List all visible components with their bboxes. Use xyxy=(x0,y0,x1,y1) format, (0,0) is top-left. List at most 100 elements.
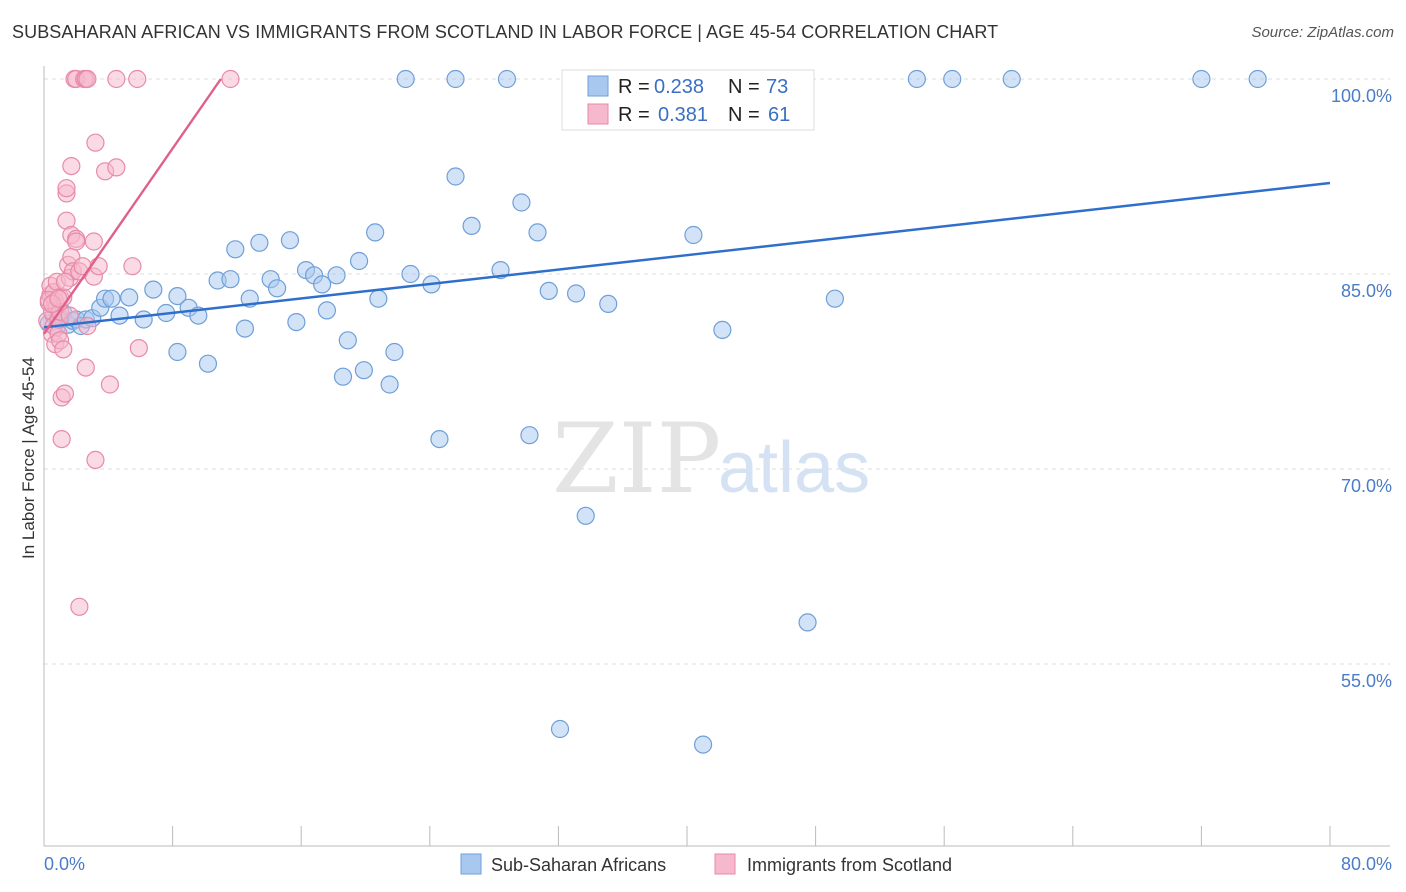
point-sub-saharan-52 xyxy=(491,261,510,280)
y-tick-label-2: 70.0% xyxy=(1341,476,1392,496)
point-sub-saharan-37 xyxy=(317,301,337,320)
point-sub-saharan-42 xyxy=(354,361,373,380)
point-sub-saharan-59 xyxy=(576,506,595,525)
y-tick-labels: 100.0% 85.0% 70.0% 55.0% xyxy=(1331,86,1392,691)
point-scotland-45 xyxy=(123,257,142,276)
watermark-zip: ZIP xyxy=(552,403,721,515)
legend-label-sub-saharan: Sub-Saharan Africans xyxy=(491,855,666,875)
point-sub-saharan-66 xyxy=(396,69,415,89)
stats-r-value-pink: 0.381 xyxy=(658,104,708,126)
point-scotland-43 xyxy=(100,375,120,394)
point-sub-saharan-67 xyxy=(446,69,465,89)
point-sub-saharan-41 xyxy=(349,251,369,271)
point-sub-saharan-16 xyxy=(134,310,153,329)
y-axis-label: In Labor Force | Age 45-54 xyxy=(19,357,38,559)
stats-n-label-pink: N = xyxy=(728,104,760,126)
point-sub-saharan-32 xyxy=(280,231,300,250)
point-sub-saharan-56 xyxy=(539,281,558,300)
point-scotland-18 xyxy=(52,430,71,449)
point-sub-saharan-22 xyxy=(168,342,187,362)
series-legend: Sub-Saharan Africans Immigrants from Sco… xyxy=(460,853,952,875)
y-tick-label-0: 100.0% xyxy=(1331,86,1392,106)
point-scotland-24 xyxy=(57,179,76,198)
trend-line-scotland xyxy=(43,78,222,335)
stats-r-label-pink: R = xyxy=(618,104,650,126)
point-scotland-44 xyxy=(107,158,126,177)
point-sub-saharan-57 xyxy=(550,719,570,739)
point-scotland-37 xyxy=(78,316,97,336)
point-sub-saharan-46 xyxy=(385,342,404,362)
legend-label-scotland: Immigrants from Scotland xyxy=(747,855,952,875)
stats-n-value-pink: 61 xyxy=(768,104,790,126)
source-label: Source: ZipAtlas.com xyxy=(1251,24,1394,41)
watermark-atlas: atlas xyxy=(718,428,870,508)
y-tick-label-1: 85.0% xyxy=(1341,281,1392,301)
point-sub-saharan-40 xyxy=(338,331,357,350)
point-sub-saharan-49 xyxy=(430,430,449,449)
point-sub-saharan-60 xyxy=(599,294,618,313)
point-sub-saharan-61 xyxy=(684,225,703,245)
point-scotland-32 xyxy=(67,232,86,251)
x-tick-label-max: 80.0% xyxy=(1341,854,1392,874)
point-sub-saharan-65 xyxy=(825,289,844,308)
point-sub-saharan-23 xyxy=(198,354,218,373)
point-scotland-59 xyxy=(55,272,74,291)
x-tick-labels: 0.0% 80.0% xyxy=(44,854,1392,874)
stats-r-label-blue: R = xyxy=(618,76,650,98)
point-sub-saharan-29 xyxy=(250,233,269,252)
point-sub-saharan-71 xyxy=(1002,69,1021,89)
point-scotland-38 xyxy=(84,232,103,251)
point-sub-saharan-55 xyxy=(528,223,547,242)
point-sub-saharan-33 xyxy=(287,313,306,332)
stats-n-label-blue: N = xyxy=(728,76,760,98)
watermark: ZIP atlas xyxy=(552,403,870,515)
point-scotland-36 xyxy=(76,358,95,377)
point-scotland-29 xyxy=(62,157,81,176)
point-sub-saharan-44 xyxy=(369,289,388,308)
point-scotland-34 xyxy=(70,597,89,616)
stats-legend-swatch-blue xyxy=(587,75,609,97)
point-sub-saharan-27 xyxy=(235,319,255,338)
point-sub-saharan-51 xyxy=(462,216,481,235)
point-sub-saharan-31 xyxy=(267,279,287,298)
point-sub-saharan-64 xyxy=(798,613,817,632)
point-scotland-55 xyxy=(221,69,240,89)
point-scotland-41 xyxy=(89,257,108,276)
point-sub-saharan-68 xyxy=(497,69,517,89)
stats-n-value-blue: 73 xyxy=(766,76,788,98)
gridlines xyxy=(44,78,1390,665)
point-sub-saharan-43 xyxy=(366,223,385,242)
point-sub-saharan-45 xyxy=(380,375,399,394)
point-sub-saharan-53 xyxy=(512,193,531,212)
point-scotland-52 xyxy=(78,69,97,89)
trend-line-sub-saharan xyxy=(43,181,1331,329)
point-scotland-47 xyxy=(86,133,105,152)
stats-legend-swatch-pink xyxy=(587,103,609,125)
point-sub-saharan-13 xyxy=(102,289,121,308)
y-tick-label-3: 55.0% xyxy=(1341,671,1392,691)
stats-r-value-blue: 0.238 xyxy=(654,76,704,98)
point-scotland-60 xyxy=(60,306,79,325)
point-sub-saharan-15 xyxy=(120,288,139,307)
point-sub-saharan-50 xyxy=(446,167,465,186)
legend-swatch-scotland xyxy=(714,853,736,875)
point-sub-saharan-47 xyxy=(401,264,420,284)
point-sub-saharan-26 xyxy=(226,240,245,259)
point-scotland-40 xyxy=(86,450,105,469)
point-sub-saharan-38 xyxy=(327,266,346,285)
point-sub-saharan-73 xyxy=(1248,69,1267,89)
stats-legend: R = 0.238 N = 73 R = 0.381 N = 61 xyxy=(561,69,815,131)
point-sub-saharan-62 xyxy=(693,735,713,754)
point-sub-saharan-17 xyxy=(144,280,163,299)
point-scotland-46 xyxy=(129,339,148,358)
point-sub-saharan-19 xyxy=(168,287,187,306)
x-tick-label-min: 0.0% xyxy=(44,854,85,874)
point-sub-saharan-58 xyxy=(566,284,586,303)
point-scotland-54 xyxy=(128,69,147,89)
point-scotland-19 xyxy=(54,340,73,359)
point-sub-saharan-70 xyxy=(943,69,962,89)
point-sub-saharan-63 xyxy=(713,320,732,339)
axes xyxy=(43,66,1390,847)
point-sub-saharan-72 xyxy=(1192,69,1211,89)
